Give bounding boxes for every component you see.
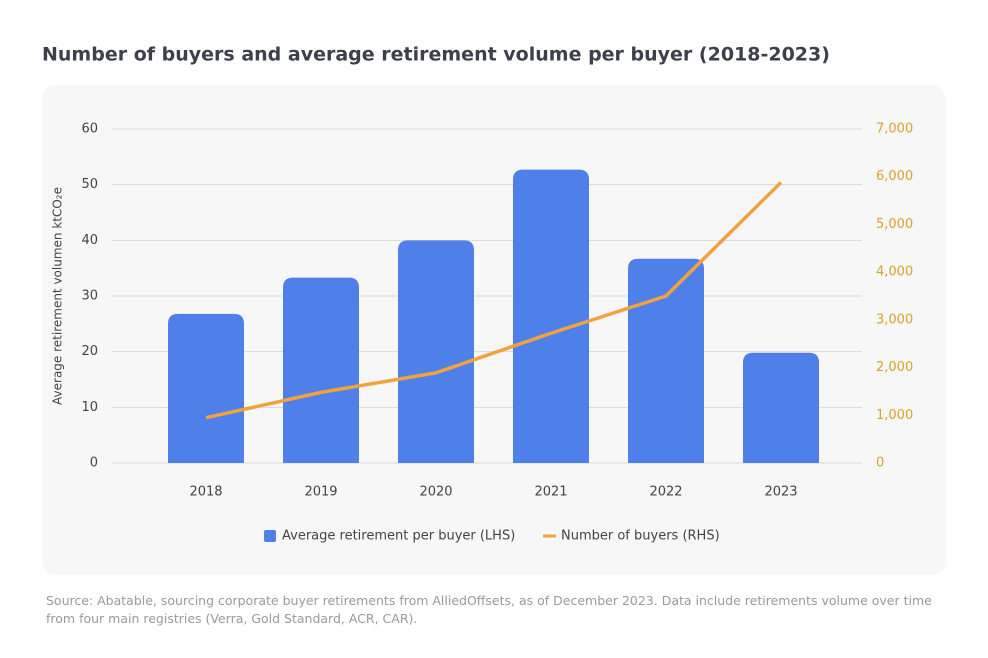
bar [628,258,704,463]
legend-swatch [264,530,276,542]
x-tick-label: 2019 [304,485,337,500]
y2-tick-label: 2,000 [876,360,913,375]
bar [168,313,244,463]
legend-label: Average retirement per buyer (LHS) [282,529,515,544]
x-tick-label: 2018 [189,485,222,500]
y-tick-label: 30 [81,289,98,304]
y-tick-label: 40 [81,233,98,248]
bar [743,352,819,463]
bar [283,277,359,463]
y-tick-label: 20 [81,344,98,359]
y-tick-label: 10 [81,400,98,415]
y2-tick-label: 4,000 [876,265,913,280]
y2-tick-label: 5,000 [876,217,913,232]
bar [513,169,589,464]
x-tick-label: 2020 [419,485,452,500]
y-axis-label: Average retirement volumen ktCO₂e [51,187,65,405]
y-tick-label: 50 [81,177,98,192]
y-tick-label: 0 [90,456,98,471]
y2-tick-label: 7,000 [876,122,913,137]
y2-tick-label: 6,000 [876,169,913,184]
x-tick-label: 2023 [764,485,797,500]
x-tick-label: 2021 [534,485,567,500]
chart-title: Number of buyers and average retirement … [42,44,830,66]
y2-tick-label: 3,000 [876,312,913,327]
panel [42,85,946,575]
bar [398,240,474,463]
y2-tick-label: 0 [876,456,884,471]
source-note: Source: Abatable, sourcing corporate buy… [46,593,932,626]
legend-label: Number of buyers (RHS) [561,529,720,544]
x-tick-label: 2022 [649,485,682,500]
y2-tick-label: 1,000 [876,408,913,423]
line [205,181,783,420]
y-tick-label: 60 [81,122,98,137]
